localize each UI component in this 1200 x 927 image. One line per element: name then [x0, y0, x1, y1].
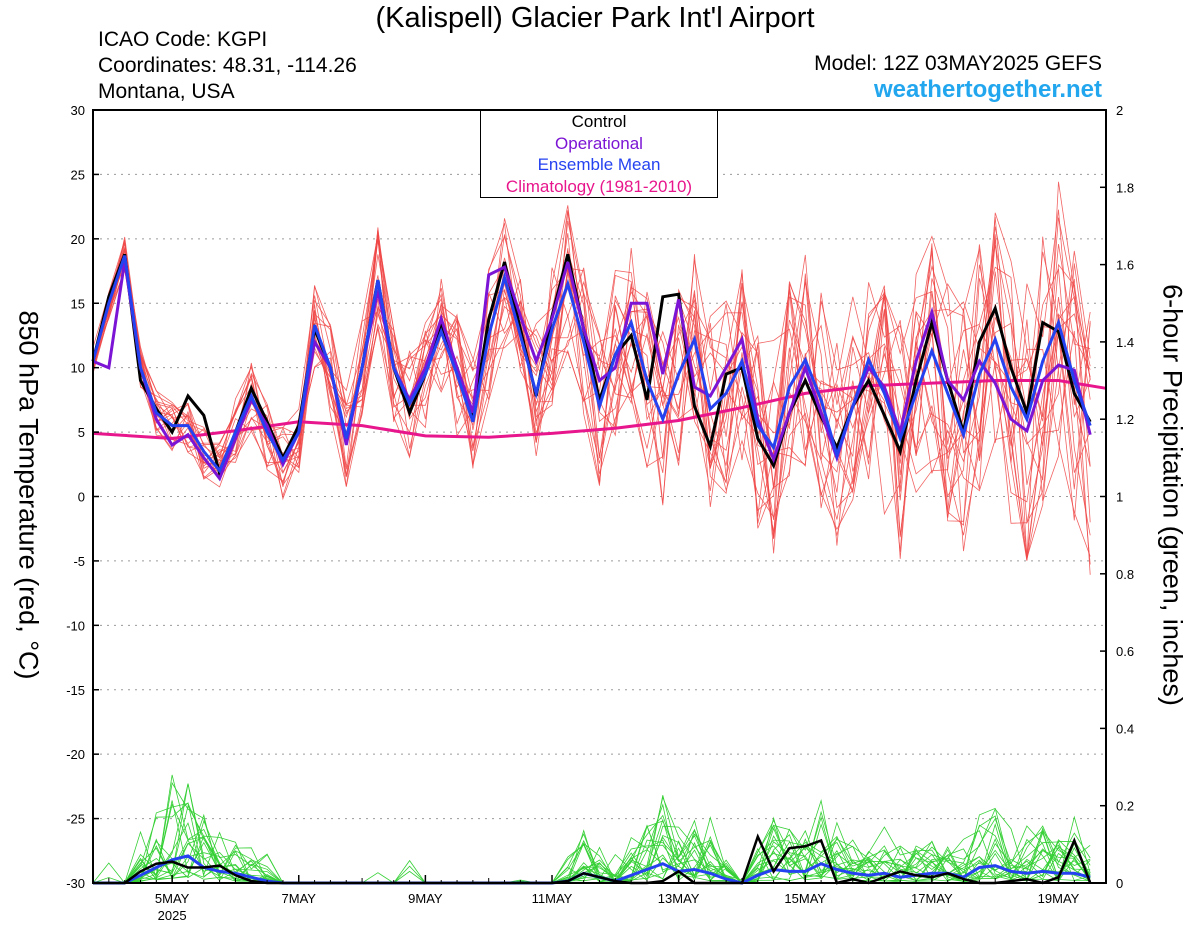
- grid-lines: [93, 173, 1106, 820]
- y-tick-label-left: -30: [66, 876, 85, 891]
- y-tick-label-left: -25: [66, 812, 85, 827]
- temperature-member-line: [92, 244, 1091, 552]
- y-tick-label-right: 1.2: [1116, 412, 1134, 427]
- y-tick-label-right: 0: [1116, 876, 1123, 891]
- y-tick-label-right: 1.4: [1116, 335, 1134, 350]
- y-tick-label-right: 0.8: [1116, 567, 1134, 582]
- temperature-member-line: [92, 245, 1091, 536]
- series-lines: [91, 253, 1107, 885]
- temperature-control-line: [91, 253, 1092, 479]
- y-tick-label-left: -10: [66, 618, 85, 633]
- y-tick-label-left: -15: [66, 683, 85, 698]
- legend-ensemble-mean: Ensemble Mean: [537, 155, 661, 174]
- x-tick-label: 9MAY: [408, 891, 443, 906]
- y-tick-label-left: -20: [66, 747, 85, 762]
- y-tick-label-right: 0.6: [1116, 644, 1134, 659]
- y-tick-label-left: -5: [73, 554, 85, 569]
- y-axis-label-left: 850 hPa Temperature (red, °C): [13, 310, 44, 680]
- precipitation-member-line: [93, 819, 1091, 884]
- y-tick-label-right: 2: [1116, 103, 1123, 118]
- x-tick-label: 5MAY: [155, 891, 190, 906]
- coordinates: Coordinates: 48.31, -114.26: [98, 54, 357, 77]
- precipitation-member-lines: [92, 774, 1091, 884]
- climatology-line: [92, 379, 1107, 441]
- x-tick-label: 11MAY: [532, 891, 573, 906]
- y-tick-label-right: 1.6: [1116, 258, 1134, 273]
- chart-title: (Kalispell) Glacier Park Int'l Airport: [375, 2, 815, 34]
- y-axis-label-right: 6-hour Precipitation (green, inches): [1157, 284, 1188, 706]
- icao-code: ICAO Code: KGPI: [98, 28, 268, 51]
- y-tick-label-right: 1.8: [1116, 180, 1134, 195]
- legend-operational: Operational: [555, 133, 643, 153]
- x-tick-label: 17MAY: [911, 891, 953, 906]
- legend: Control Operational Ensemble Mean Climat…: [480, 110, 718, 198]
- y-tick-label-right: 0.2: [1116, 799, 1134, 814]
- x-tick-label: 15MAY: [784, 891, 826, 906]
- region: Montana, USA: [98, 80, 235, 103]
- y-tick-label-left: 10: [71, 361, 85, 376]
- temperature-ensemble-mean-line: [91, 255, 1092, 474]
- y-tick-label-right: 1: [1116, 490, 1123, 505]
- site-link[interactable]: weathertogether.net: [873, 76, 1102, 103]
- precipitation-member-line: [93, 783, 1091, 884]
- y-tick-label-left: 30: [71, 103, 85, 118]
- legend-control: Control: [571, 112, 627, 131]
- x-tick-sublabel: 2025: [158, 908, 187, 923]
- y-tick-label-left: 15: [71, 296, 85, 311]
- x-tick-label: 19MAY: [1038, 891, 1080, 906]
- model-run: Model: 12Z 03MAY2025 GEFS: [814, 52, 1102, 75]
- legend-climatology: Climatology (1981-2010): [505, 176, 693, 196]
- y-tick-label-left: 20: [71, 232, 85, 247]
- y-tick-label-left: 5: [78, 425, 85, 440]
- y-tick-label-right: 0.4: [1116, 721, 1134, 736]
- y-tick-label-left: 0: [78, 490, 85, 505]
- precipitation-member-line: [92, 800, 1091, 884]
- y-tick-label-left: 25: [71, 167, 85, 182]
- x-tick-label: 7MAY: [282, 891, 317, 906]
- tick-labels: 302520151050-5-10-15-20-25-3021.81.61.41…: [66, 103, 1134, 923]
- x-tick-label: 13MAY: [658, 891, 700, 906]
